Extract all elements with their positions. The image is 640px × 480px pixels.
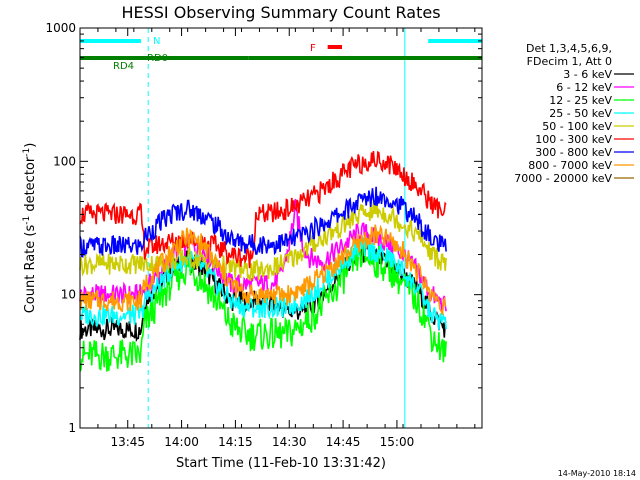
x-tick-label: 14:00 — [164, 435, 199, 449]
y-axis-label-sup2: -1 — [22, 148, 32, 157]
y-axis-label-mid: detector — [23, 156, 38, 216]
x-tick-label: 15:00 — [380, 435, 415, 449]
series-line-12-25keV — [79, 239, 447, 372]
y-tick-label: 1 — [68, 421, 76, 435]
y-axis-label-end: ) — [23, 143, 38, 148]
legend-label: 12 - 25 keV — [549, 94, 612, 107]
legend-label: 100 - 300 keV — [535, 133, 612, 146]
series-line-100-300keV — [79, 150, 447, 269]
legend-label: 6 - 12 keV — [556, 81, 612, 94]
y-axis-label-main: Count Rate (s — [23, 225, 38, 314]
y-axis-label-sup1: -1 — [22, 216, 32, 225]
state-label-n: N — [153, 36, 160, 47]
series-line-800-7000keV — [79, 224, 447, 316]
legend-label: 7000 - 20000 keV — [514, 172, 612, 185]
legend-header-line: FDecim 1, Att 0 — [527, 55, 612, 68]
legend-label: 50 - 100 keV — [542, 120, 612, 133]
x-tick-label: 14:45 — [326, 435, 361, 449]
state-label-rd0: RD0 — [147, 53, 168, 64]
y-tick-label: 1000 — [45, 21, 76, 35]
y-tick-label: 10 — [61, 288, 76, 302]
legend-header-line: Det 1,3,4,5,6,9, — [526, 42, 612, 55]
series-line-50-100keV — [79, 200, 447, 282]
y-tick-label: 100 — [53, 154, 76, 168]
series-line-300-800keV — [79, 186, 447, 258]
x-tick-label: 13:45 — [110, 435, 145, 449]
x-tick-label: 14:15 — [218, 435, 253, 449]
footer-date: 14-May-2010 18:14 — [558, 469, 636, 478]
series-line-25-50keV — [79, 236, 447, 330]
x-tick-label: 14:30 — [272, 435, 307, 449]
legend-label: 800 - 7000 keV — [528, 159, 612, 172]
chart-title: HESSI Observing Summary Count Rates — [121, 3, 440, 22]
plot-frame — [79, 27, 483, 429]
state-label-f: F — [310, 43, 316, 54]
x-axis-label: Start Time (11-Feb-10 13:31:42) — [176, 456, 386, 471]
legend-label: 300 - 800 keV — [535, 146, 612, 159]
legend-label: 3 - 6 keV — [563, 68, 612, 81]
y-axis-label: Count Rate (s-1 detector-1) — [22, 143, 38, 314]
legend-label: 25 - 50 keV — [549, 107, 612, 120]
state-label-rd4: RD4 — [113, 61, 134, 72]
